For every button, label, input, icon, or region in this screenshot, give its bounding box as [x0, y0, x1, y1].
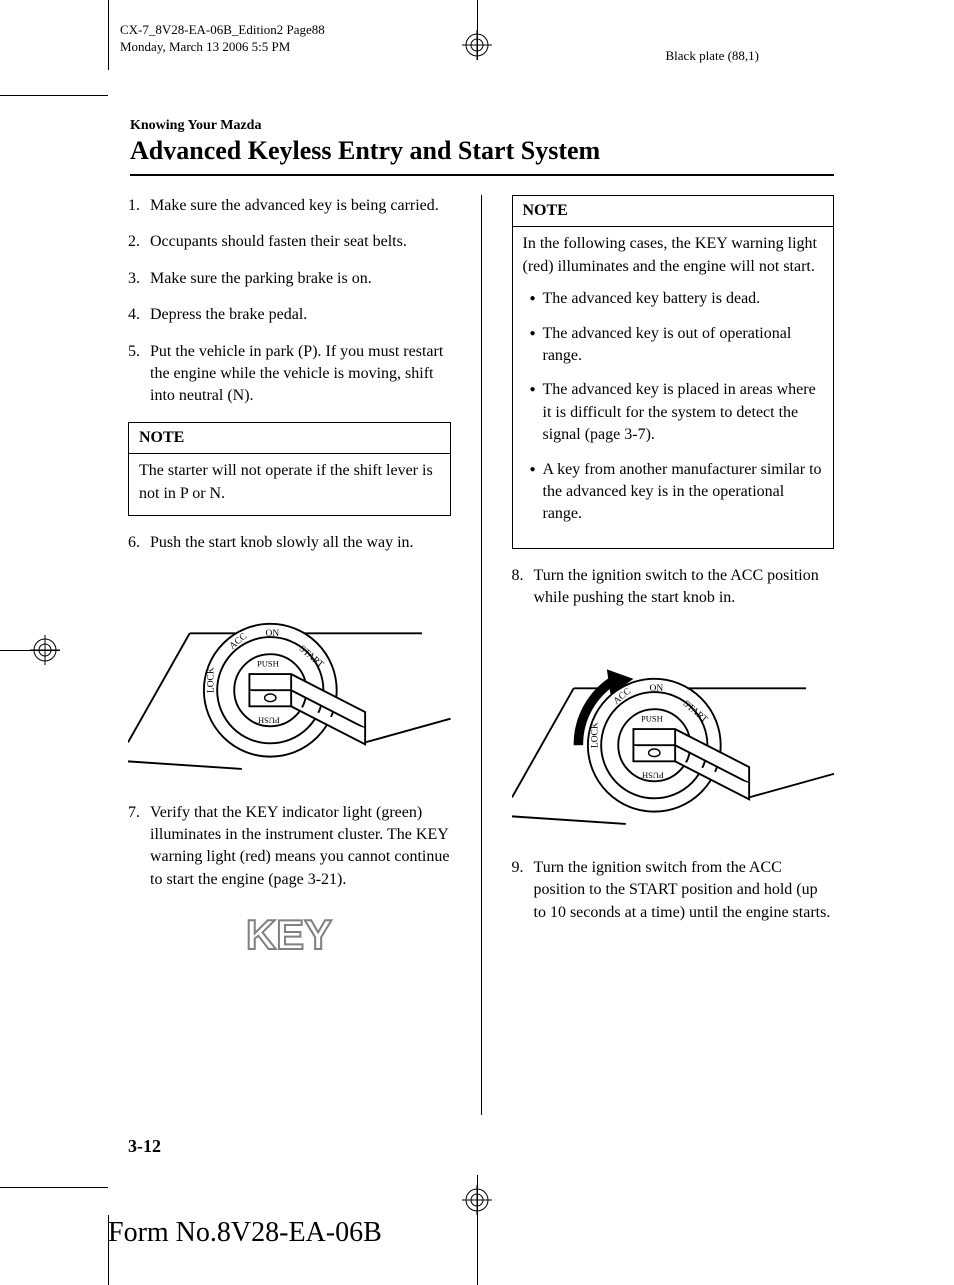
item-number: 9.: [512, 857, 534, 924]
item-number: 6.: [128, 532, 150, 554]
dial-label-lock: LOCK: [206, 667, 216, 693]
dial-label-push-bottom: PUSH: [641, 771, 663, 781]
list-item: 8. Turn the ignition switch to the ACC p…: [512, 565, 835, 610]
list-item: 4. Depress the brake pedal.: [128, 304, 451, 326]
list-item: ● The advanced key battery is dead.: [523, 288, 824, 310]
item-number: 8.: [512, 565, 534, 610]
dial-label-on: ON: [266, 629, 280, 639]
item-number: 1.: [128, 195, 150, 217]
trim-mark: [0, 1187, 108, 1188]
list-item: ● A key from another manufacturer simila…: [523, 459, 824, 526]
list-item: 1. Make sure the advanced key is being c…: [128, 195, 451, 217]
item-text: Turn the ignition switch to the ACC posi…: [534, 565, 835, 610]
right-column: NOTE In the following cases, the KEY war…: [512, 195, 835, 1115]
dial-label-push-top: PUSH: [257, 659, 279, 669]
item-number: 7.: [128, 802, 150, 892]
note-intro: In the following cases, the KEY warning …: [523, 233, 824, 278]
list-item: 5. Put the vehicle in park (P). If you m…: [128, 341, 451, 408]
item-text: Depress the brake pedal.: [150, 304, 451, 326]
note-box: NOTE In the following cases, the KEY war…: [512, 195, 835, 549]
item-text: Push the start knob slowly all the way i…: [150, 532, 451, 554]
item-number: 5.: [128, 341, 150, 408]
file-header: CX-7_8V28-EA-06B_Edition2 Page88 Monday,…: [120, 22, 325, 56]
list-item: 2. Occupants should fasten their seat be…: [128, 231, 451, 253]
bullet-icon: ●: [523, 459, 543, 526]
registration-mark-bottom: [459, 1175, 495, 1285]
section-big-title: Advanced Keyless Entry and Start System: [130, 136, 834, 166]
bullet-text: A key from another manufacturer similar …: [543, 459, 824, 526]
item-text: Make sure the parking brake is on.: [150, 268, 451, 290]
page-number: 3-12: [128, 1136, 161, 1157]
content-columns: 1. Make sure the advanced key is being c…: [128, 195, 834, 1115]
header-rule: [130, 174, 834, 176]
ignition-figure-1: LOCK ACC ON START PUSH PUSH: [128, 576, 451, 776]
key-indicator-graphic: KEY: [209, 905, 369, 965]
black-plate-label: Black plate (88,1): [666, 48, 760, 64]
bullet-icon: ●: [523, 288, 543, 310]
item-text: Verify that the KEY indicator light (gre…: [150, 802, 451, 892]
item-number: 3.: [128, 268, 150, 290]
dial-label-on: ON: [649, 685, 663, 695]
registration-mark-top: [459, 0, 495, 60]
item-number: 2.: [128, 231, 150, 253]
item-number: 4.: [128, 304, 150, 326]
note-body: In the following cases, the KEY warning …: [513, 227, 834, 547]
list-item: ● The advanced key is out of operational…: [523, 323, 824, 368]
bullet-icon: ●: [523, 379, 543, 446]
bullet-icon: ●: [523, 323, 543, 368]
registration-mark-left: [0, 632, 60, 668]
item-text: Put the vehicle in park (P). If you must…: [150, 341, 451, 408]
item-text: Turn the ignition switch from the ACC po…: [534, 857, 835, 924]
list-item: 9. Turn the ignition switch from the ACC…: [512, 857, 835, 924]
trim-mark: [108, 0, 109, 70]
page-section-header: Knowing Your Mazda Advanced Keyless Entr…: [130, 118, 834, 176]
bullet-text: The advanced key is placed in areas wher…: [543, 379, 824, 446]
list-item: 6. Push the start knob slowly all the wa…: [128, 532, 451, 554]
note-box: NOTE The starter will not operate if the…: [128, 422, 451, 516]
form-number: Form No.8V28-EA-06B: [108, 1217, 382, 1249]
section-small-title: Knowing Your Mazda: [130, 118, 834, 134]
item-text: Make sure the advanced key is being carr…: [150, 195, 451, 217]
file-header-line1: CX-7_8V28-EA-06B_Edition2 Page88: [120, 22, 325, 39]
dial-label-push-top: PUSH: [641, 714, 663, 724]
note-heading: NOTE: [129, 423, 450, 454]
file-header-line2: Monday, March 13 2006 5:5 PM: [120, 39, 325, 56]
bullet-text: The advanced key is out of operational r…: [543, 323, 824, 368]
bullet-list: ● The advanced key battery is dead. ● Th…: [523, 288, 824, 526]
key-text: KEY: [246, 911, 332, 958]
dial-label-push-bottom: PUSH: [258, 716, 280, 726]
left-column: 1. Make sure the advanced key is being c…: [128, 195, 451, 1115]
item-text: Occupants should fasten their seat belts…: [150, 231, 451, 253]
list-item: ● The advanced key is placed in areas wh…: [523, 379, 824, 446]
trim-mark: [0, 95, 108, 96]
ignition-figure-2: LOCK ACC ON START PUSH PUSH: [512, 631, 835, 831]
column-separator: [481, 195, 482, 1115]
bullet-text: The advanced key battery is dead.: [543, 288, 824, 310]
dial-label-lock: LOCK: [590, 723, 600, 749]
note-heading: NOTE: [513, 196, 834, 227]
note-body: The starter will not operate if the shif…: [129, 454, 450, 515]
list-item: 3. Make sure the parking brake is on.: [128, 268, 451, 290]
list-item: 7. Verify that the KEY indicator light (…: [128, 802, 451, 892]
